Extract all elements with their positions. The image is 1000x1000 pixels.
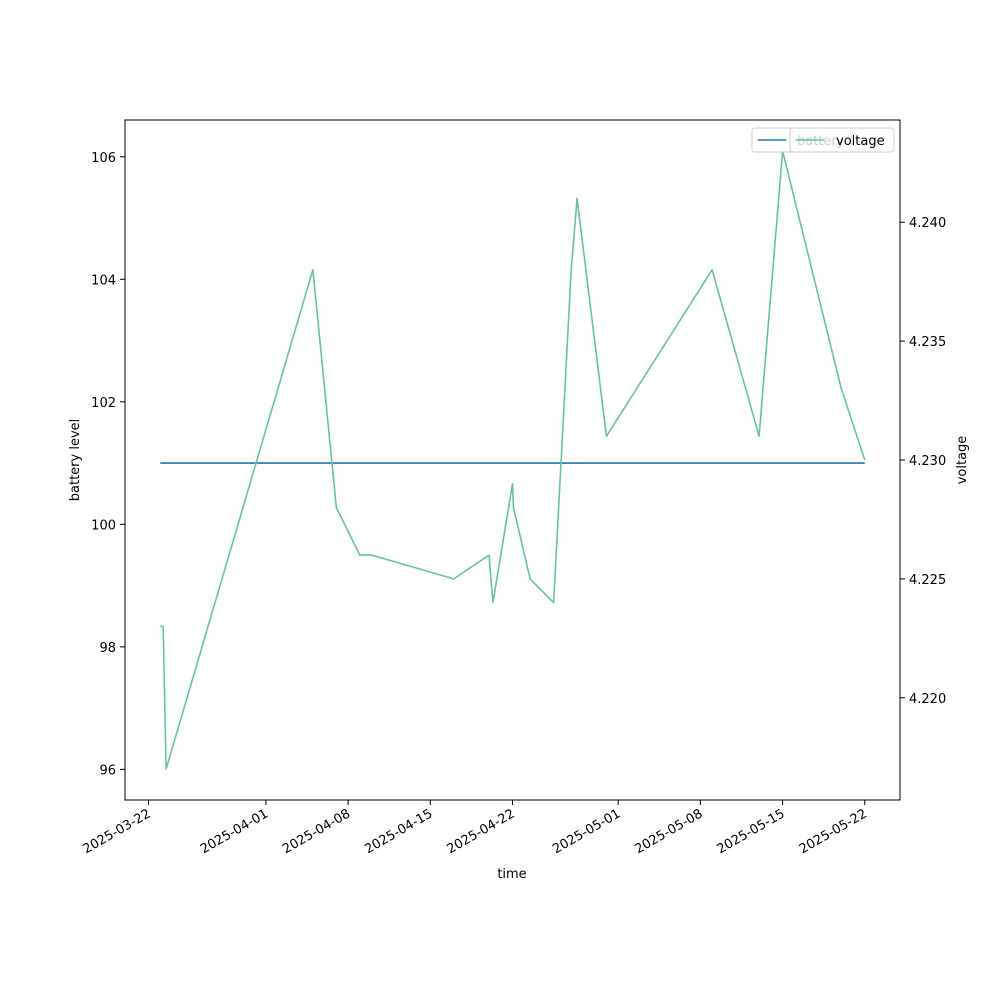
series-line-voltage xyxy=(160,150,866,770)
y-left-tick-label-2: 100 xyxy=(91,518,116,533)
y-left-tick-label-0: 96 xyxy=(99,763,116,778)
y-right-tick-label-1: 4.225 xyxy=(909,573,946,588)
y-axis-right-label: voltage xyxy=(955,436,970,485)
y-left-tick-label-1: 98 xyxy=(99,641,116,656)
y-axis-right: 4.220 4.225 4.230 4.235 4.240 xyxy=(900,216,946,707)
y-right-tick-label-0: 4.220 xyxy=(909,692,946,707)
y-right-tick-label-4: 4.240 xyxy=(909,216,946,231)
y-left-tick-label-4: 104 xyxy=(91,273,116,288)
y-axis-left-label: battery level xyxy=(68,419,83,502)
legend-voltage-box xyxy=(789,127,895,153)
x-axis-label: time xyxy=(497,867,526,882)
y-right-tick-label-3: 4.235 xyxy=(909,335,946,350)
y-axis-left: 96 98 100 102 104 106 xyxy=(91,151,125,778)
legend-voltage: voltage xyxy=(789,127,895,153)
y-left-tick-label-5: 106 xyxy=(91,151,116,166)
legend-voltage-label: voltage xyxy=(836,134,885,149)
y-right-tick-label-2: 4.230 xyxy=(909,454,946,469)
series-layer xyxy=(160,150,866,770)
y-left-tick-label-3: 102 xyxy=(91,396,116,411)
